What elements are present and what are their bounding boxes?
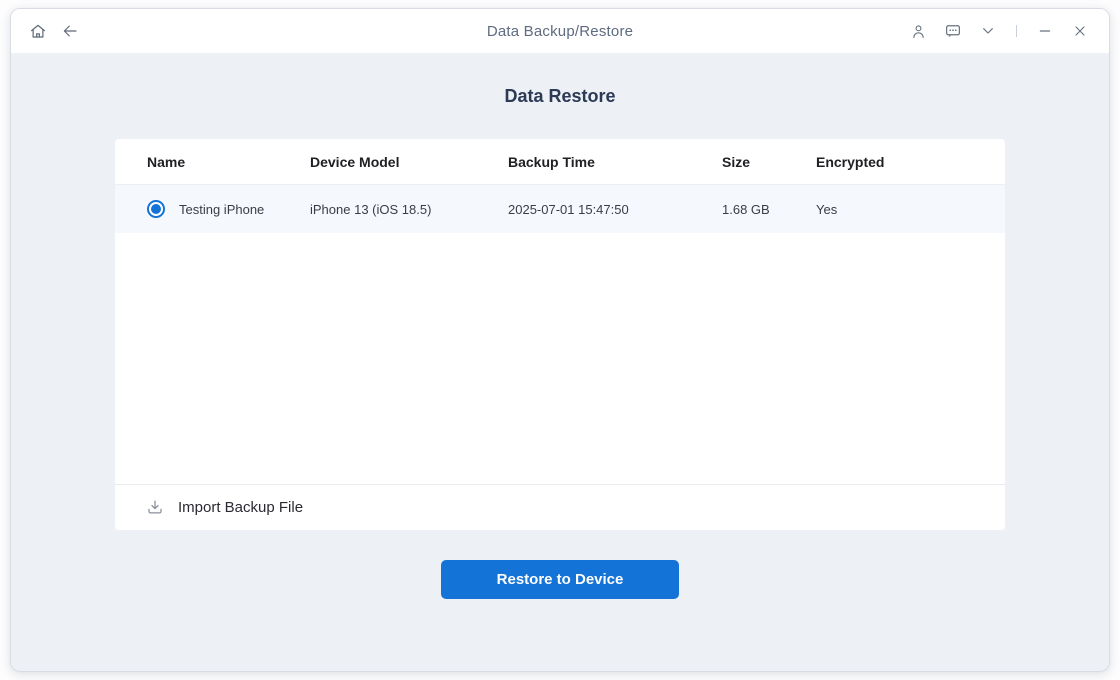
table-row[interactable]: Testing iPhone iPhone 13 (iOS 18.5) 2025… <box>115 185 1005 233</box>
backup-name: Testing iPhone <box>179 201 265 217</box>
import-download-icon <box>146 499 164 517</box>
close-icon[interactable] <box>1071 22 1089 40</box>
titlebar-right <box>909 22 1109 40</box>
column-header-size: Size <box>722 153 751 170</box>
backup-encrypted: Yes <box>816 201 838 217</box>
titlebar-divider <box>1016 25 1017 37</box>
column-header-backup-time: Backup Time <box>508 153 595 170</box>
backup-size: 1.68 GB <box>722 201 770 217</box>
column-header-encrypted: Encrypted <box>816 153 885 170</box>
import-backup-label: Import Backup File <box>178 499 304 516</box>
page-title: Data Restore <box>504 86 616 106</box>
backup-device-model: iPhone 13 (iOS 18.5) <box>310 201 432 217</box>
table-empty-space <box>115 233 1005 484</box>
backup-time: 2025-07-01 15:47:50 <box>508 201 629 217</box>
feedback-bubble-icon[interactable] <box>944 22 962 40</box>
radio-selected-icon[interactable] <box>147 200 165 218</box>
user-icon[interactable] <box>909 22 927 40</box>
table-header: Name Device Model Backup Time Size Encry… <box>115 139 1005 185</box>
home-icon[interactable] <box>29 22 47 40</box>
window-title: Data Backup/Restore <box>486 22 634 40</box>
back-arrow-icon[interactable] <box>61 22 79 40</box>
button-container: Restore to Device <box>11 560 1109 599</box>
column-header-name: Name <box>147 153 186 170</box>
app-window: Data Backup/Restore <box>10 8 1110 672</box>
column-header-device-model: Device Model <box>310 153 400 170</box>
titlebar: Data Backup/Restore <box>11 9 1109 53</box>
chevron-down-icon[interactable] <box>979 22 997 40</box>
titlebar-left <box>11 22 79 40</box>
restore-to-device-button[interactable]: Restore to Device <box>441 560 679 599</box>
import-backup-button[interactable]: Import Backup File <box>115 484 1005 530</box>
backup-name-cell: Testing iPhone <box>147 200 310 218</box>
backup-table: Name Device Model Backup Time Size Encry… <box>115 139 1005 530</box>
minimize-icon[interactable] <box>1036 22 1054 40</box>
content-area: Data Restore Name Device Model Backup Ti… <box>11 53 1109 599</box>
